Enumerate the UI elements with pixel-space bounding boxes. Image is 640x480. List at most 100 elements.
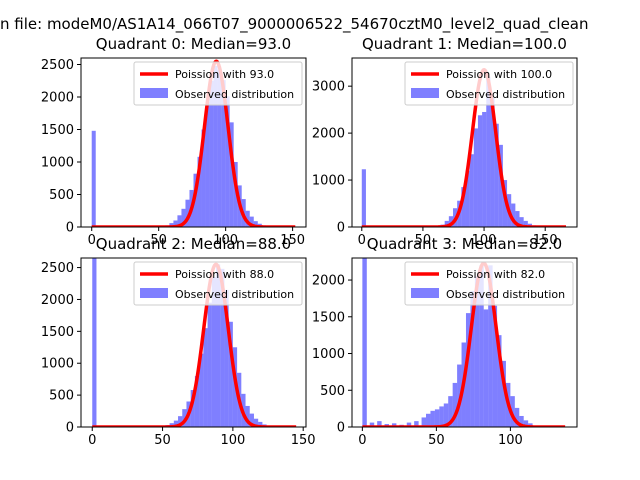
x-tick-label: 0 [88,233,96,248]
histogram-bar [201,129,206,227]
histogram-bar [216,264,221,427]
y-tick-label: 1000 [312,174,345,189]
histogram-bar [469,154,474,227]
x-tick-label: 0 [358,233,366,248]
x-tick-label: 150 [291,433,316,448]
histogram-bar [213,65,218,227]
y-tick-label: 2000 [312,127,345,142]
y-tick-label: 2000 [41,91,74,106]
histogram-bar [465,313,471,427]
histogram-bar [220,268,225,427]
histogram-bar [479,265,484,427]
y-tick-label: 2000 [41,293,74,308]
y-tick-label: 0 [66,421,74,436]
histogram-bar [249,216,254,227]
histogram-bar [245,405,250,427]
legend-hist-swatch [411,288,439,298]
axes-frame [80,257,307,428]
panel-title: Quadrant 0: Median=93.0 [96,35,291,53]
y-tick-label: 2500 [41,58,74,73]
y-tick-label: 500 [49,188,74,203]
histogram-bar [217,69,222,227]
x-tick-label: 50 [154,433,171,448]
histogram-bar [209,80,214,227]
legend-hist-label: Observed distribution [175,288,294,301]
histogram-bar [473,128,478,227]
histogram-bar [474,276,480,427]
histogram-bar [169,223,174,227]
histogram-bar [494,123,499,227]
legend-hist-swatch [140,288,168,298]
legend-curve-label: Poission with 100.0 [446,68,552,81]
histogram-bar [511,203,516,227]
legend-hist-swatch [411,88,439,98]
y-tick-label: 1000 [41,357,74,372]
histogram-bar [448,216,454,227]
y-tick-label: 500 [49,389,74,404]
histogram-bar [452,382,458,427]
histogram-bar [182,409,187,427]
histogram-bar [207,302,212,427]
y-tick-label: 1500 [312,310,345,325]
x-tick-label: 150 [533,233,558,248]
histogram-bar [224,289,229,427]
histogram-bar [490,97,495,227]
histogram-bar [421,417,427,427]
panel-title: Quadrant 1: Median=100.0 [362,35,567,53]
histogram-bar [519,217,524,227]
axes-frame [80,57,307,228]
histogram-bar [406,422,412,427]
histogram-bar [181,208,186,227]
histogram-bar [225,96,230,227]
histogram-bar [477,115,483,227]
histogram-bar [194,375,200,427]
histogram-bar [229,122,234,227]
x-tick-label: 100 [213,233,238,248]
histogram-bar [197,156,202,227]
histogram-bar [233,162,238,227]
y-tick-label: 2000 [312,274,345,289]
panel-title: Quadrant 2: Median=88.0 [96,235,291,253]
histogram-bar [470,291,475,427]
histogram-bar [486,76,491,227]
histogram-bar [185,199,190,227]
legend-box [404,261,574,306]
legend-hist-swatch [140,88,168,98]
histogram-bar [523,420,529,427]
panel-1: 0 50 100 150 0 1000 2000 3000 Poission with 100.… [312,35,578,248]
y-tick-label: 1000 [41,156,74,171]
histogram-bar [199,353,204,427]
histogram-bar [173,220,178,227]
histogram-bar [501,360,506,427]
histogram-bar [434,409,440,427]
legend-box [133,61,303,106]
histogram-bar [514,407,520,427]
legend-hist-label: Observed distribution [175,88,294,101]
axes-frame [351,57,578,228]
legend-hist-label: Observed distribution [446,88,565,101]
histogram-bar [173,420,179,427]
histogram-bar [245,210,250,227]
histogram-bar [91,130,96,227]
histogram-bar [190,390,195,427]
histogram-bar [203,328,208,427]
histogram-bar [519,415,524,427]
histogram-bar [515,211,520,227]
histogram-bar [448,396,453,427]
histogram-bar [221,80,226,227]
histogram-bar [92,258,97,427]
histogram-bar [483,309,489,427]
histogram-bar [444,220,449,227]
figure-suptitle: n file: modeM0/AS1A14_066T07_9000006522_… [0,15,589,34]
histogram-bar [497,335,502,427]
y-tick-label: 0 [337,221,345,236]
plot-area [91,258,298,427]
panel-title: Quadrant 3: Median=82.0 [367,235,562,253]
x-tick-label: 150 [280,233,305,248]
x-tick-label: 0 [358,433,366,448]
legend-curve-label: Poission with 88.0 [175,268,274,281]
